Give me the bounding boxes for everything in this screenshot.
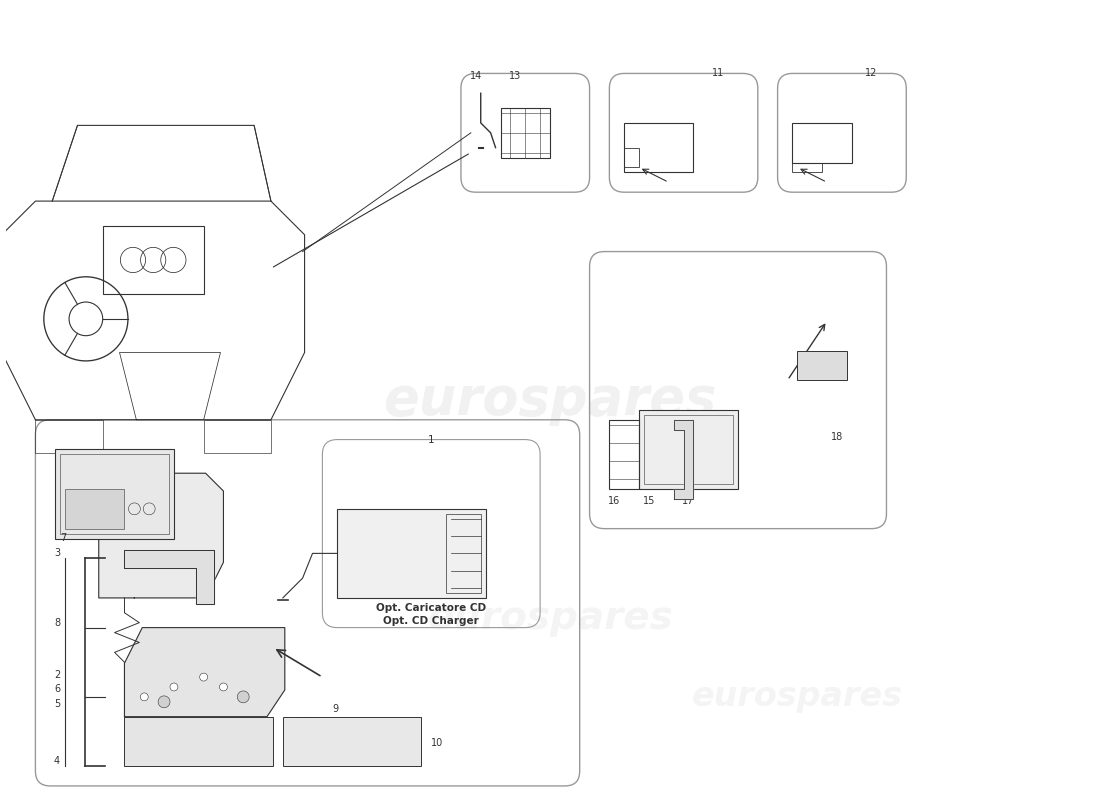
Bar xyxy=(447,514,481,593)
Bar xyxy=(644,415,733,484)
Text: 17: 17 xyxy=(682,496,695,506)
Text: 12: 12 xyxy=(866,68,878,78)
Polygon shape xyxy=(99,474,223,598)
Text: 14: 14 xyxy=(470,71,482,82)
Text: 2: 2 xyxy=(54,670,60,680)
Circle shape xyxy=(200,673,208,681)
Text: 6: 6 xyxy=(54,684,60,694)
Text: 10: 10 xyxy=(431,738,443,748)
Text: eurospares: eurospares xyxy=(427,598,673,637)
Bar xyxy=(792,162,822,172)
Text: 4: 4 xyxy=(54,756,60,766)
Bar xyxy=(35,420,102,454)
Bar xyxy=(639,410,738,489)
Text: Opt. CD Charger: Opt. CD Charger xyxy=(384,616,480,626)
Bar xyxy=(204,420,271,454)
Circle shape xyxy=(220,683,228,691)
Bar xyxy=(609,420,639,489)
Bar xyxy=(338,509,486,598)
Circle shape xyxy=(170,683,178,691)
Bar xyxy=(624,123,693,172)
Text: 9: 9 xyxy=(332,704,339,714)
Circle shape xyxy=(141,693,149,701)
Bar xyxy=(283,717,421,766)
Text: 13: 13 xyxy=(509,71,521,82)
Polygon shape xyxy=(124,628,285,717)
Polygon shape xyxy=(673,420,693,499)
Text: eurospares: eurospares xyxy=(692,680,903,714)
Bar xyxy=(102,226,204,294)
Bar xyxy=(792,123,851,162)
Text: 3: 3 xyxy=(54,548,60,558)
Text: eurospares: eurospares xyxy=(383,374,717,426)
Circle shape xyxy=(158,696,170,708)
Bar xyxy=(798,350,847,380)
Bar xyxy=(624,148,639,167)
Text: 11: 11 xyxy=(712,68,725,78)
Text: 15: 15 xyxy=(642,496,656,506)
Bar xyxy=(500,108,550,158)
Text: 5: 5 xyxy=(54,698,60,709)
Text: 7: 7 xyxy=(60,533,66,542)
Bar xyxy=(65,489,124,529)
Bar xyxy=(60,454,169,534)
Text: 8: 8 xyxy=(54,618,60,628)
Text: 16: 16 xyxy=(608,496,620,506)
Text: 1: 1 xyxy=(428,434,435,445)
Bar xyxy=(124,717,273,766)
Circle shape xyxy=(238,691,250,703)
Bar xyxy=(298,717,318,731)
Text: 18: 18 xyxy=(830,431,843,442)
Text: Opt. Caricatore CD: Opt. Caricatore CD xyxy=(376,603,486,613)
Bar xyxy=(55,450,174,538)
Polygon shape xyxy=(124,550,213,604)
